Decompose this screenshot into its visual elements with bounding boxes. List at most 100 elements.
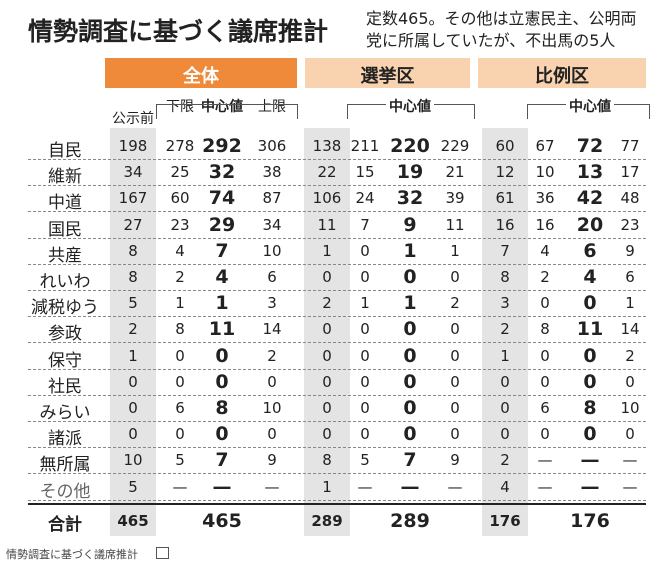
cell: 0: [450, 425, 460, 444]
cell: 48: [620, 189, 640, 208]
cell: 0: [360, 372, 370, 391]
cell: 0: [450, 399, 460, 417]
cell: 0: [322, 320, 332, 339]
row-sep: [28, 499, 646, 501]
cell: 4: [215, 266, 229, 288]
row-label: みらい: [39, 403, 91, 423]
cell: 2: [322, 294, 332, 313]
cell: 0: [175, 346, 185, 365]
row-sep: [28, 421, 646, 422]
cell: 0: [322, 346, 332, 365]
note-line: 定数465。その他は立憲民主、公明両: [366, 9, 637, 28]
cell: 0: [267, 372, 277, 391]
shade: [482, 128, 528, 536]
cell: 9: [625, 241, 635, 260]
row-label: 無所属: [39, 455, 91, 476]
cell: 9: [450, 451, 460, 470]
group-header: 比例区: [535, 66, 589, 87]
row-sep: [28, 290, 646, 291]
cell: 211: [350, 137, 380, 155]
caption: 情勢調査に基づく議席推計: [6, 548, 138, 561]
row-label: 中道: [48, 193, 82, 214]
cell: 0: [215, 370, 229, 393]
cell: 14: [620, 320, 640, 339]
cell: 8: [128, 268, 138, 286]
cell: —: [580, 449, 600, 472]
cell: 0: [322, 425, 332, 444]
cell: 292: [202, 135, 242, 157]
cell: 16: [535, 215, 555, 234]
cell: 106: [312, 189, 342, 208]
cell: 34: [262, 215, 282, 234]
cell: 0: [625, 372, 635, 391]
note: 定数465。その他は立憲民主、公明両 党に所属していたが、不出馬の5人: [366, 8, 637, 52]
cell: 10: [620, 399, 640, 417]
cell: 1: [360, 294, 370, 313]
cell: 8: [215, 397, 229, 419]
row-label: 共産: [48, 245, 82, 266]
cell: 5: [128, 294, 138, 313]
cell: 6: [540, 399, 550, 417]
cell: 36: [535, 189, 555, 208]
cell: 77: [620, 137, 640, 155]
cell: 6: [625, 268, 635, 286]
cell: 32: [396, 187, 424, 210]
subheader: 公示前: [112, 111, 154, 127]
cell: 0: [540, 372, 550, 391]
cell: 2: [540, 268, 550, 286]
total-cell: 176: [489, 511, 521, 530]
cell: 4: [583, 266, 597, 288]
row-label: 参政: [48, 324, 82, 345]
cell: 7: [215, 239, 229, 262]
cell: —: [264, 477, 280, 496]
row-label: れいわ: [39, 272, 91, 292]
row-sep: [28, 473, 646, 475]
cell: 4: [540, 241, 550, 260]
row-sep: [28, 159, 646, 160]
cell: 0: [450, 346, 460, 365]
cell: 2: [625, 346, 635, 365]
cell: —: [622, 451, 638, 470]
row-sep: [28, 316, 646, 318]
total-label: 合計: [48, 514, 82, 535]
cell: 21: [445, 163, 465, 182]
cell: 11: [317, 215, 337, 234]
cell: 17: [620, 163, 640, 182]
group-header: 選挙区: [360, 66, 415, 87]
cell: 9: [403, 213, 417, 236]
cell: 0: [583, 292, 597, 315]
cell: 14: [262, 320, 282, 339]
total-cell: 289: [311, 511, 343, 530]
row-sep: [28, 237, 646, 239]
cell: 2: [500, 320, 510, 339]
cell: 6: [175, 399, 185, 417]
cell: 74: [208, 187, 236, 210]
cell: 0: [403, 318, 417, 341]
subheader: 下限: [166, 99, 194, 115]
cell: 0: [175, 372, 185, 391]
cell: 2: [500, 451, 510, 470]
shade: [304, 128, 350, 536]
cell: 8: [540, 320, 550, 339]
cell: 0: [175, 425, 185, 444]
cell: 198: [118, 137, 148, 155]
cell: 0: [403, 397, 417, 419]
cell: 8: [128, 241, 138, 260]
cell: —: [622, 477, 638, 496]
cell: 0: [360, 425, 370, 444]
cell: 7: [500, 241, 510, 260]
cell: 27: [123, 215, 143, 234]
cell: 0: [128, 399, 138, 417]
cell: 67: [535, 137, 555, 155]
cell: 0: [128, 372, 138, 391]
cell: 8: [500, 268, 510, 286]
cell: 24: [355, 189, 375, 208]
cell: 61: [495, 189, 515, 208]
cell: 7: [360, 215, 370, 234]
cell: 0: [540, 294, 550, 313]
cell: 3: [500, 294, 510, 313]
row-label: その他: [39, 481, 91, 502]
cell: 0: [500, 399, 510, 417]
cell: 10: [123, 451, 143, 470]
